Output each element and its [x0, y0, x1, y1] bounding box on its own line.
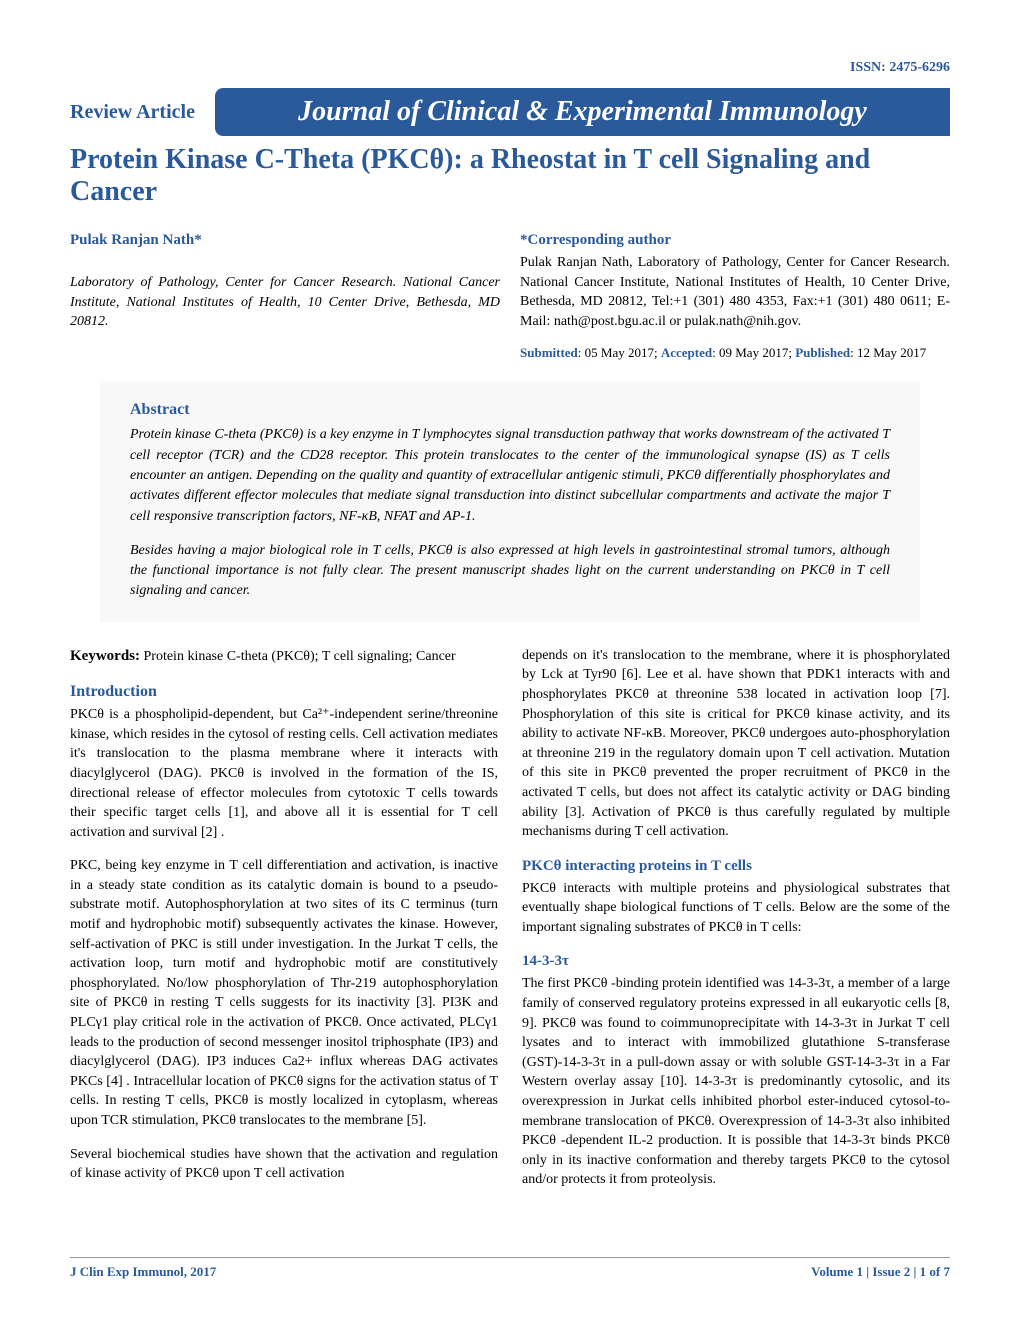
- footer-page: Volume 1 | Issue 2 | 1 of 7: [811, 1264, 950, 1280]
- page: ISSN: 2475-6296 Review Article Journal o…: [0, 0, 1020, 1320]
- protein-header: 14-3-3τ: [522, 951, 950, 972]
- left-column: Keywords: Protein kinase C-theta (PKCθ);…: [70, 646, 498, 1204]
- abstract-p1: Protein kinase C-theta (PKCθ) is a key e…: [130, 425, 890, 526]
- right-column: depends on it's translocation to the mem…: [522, 646, 950, 1204]
- footer: J Clin Exp Immunol, 2017 Volume 1 | Issu…: [70, 1257, 950, 1280]
- info-row: Pulak Ranjan Nath* Laboratory of Patholo…: [70, 232, 950, 361]
- corresponding-info: *Corresponding author Pulak Ranjan Nath,…: [520, 232, 950, 361]
- keywords: Keywords: Protein kinase C-theta (PKCθ);…: [70, 646, 498, 667]
- footer-journal: J Clin Exp Immunol, 2017: [70, 1264, 216, 1280]
- article-type: Review Article: [70, 88, 215, 136]
- intro-p3: Several biochemical studies have shown t…: [70, 1145, 498, 1184]
- header-row: Review Article Journal of Clinical & Exp…: [70, 88, 950, 136]
- accepted-label: Accepted: [661, 345, 712, 360]
- author-info: Pulak Ranjan Nath* Laboratory of Patholo…: [70, 232, 500, 361]
- publication-dates: Submitted: 05 May 2017; Accepted: 09 May…: [520, 345, 950, 361]
- col2-p1: depends on it's translocation to the mem…: [522, 646, 950, 842]
- abstract-header: Abstract: [130, 401, 890, 419]
- submitted-date: : 05 May 2017;: [578, 345, 661, 360]
- issn: ISSN: 2475-6296: [70, 60, 950, 76]
- intro-p2: PKC, being key enzyme in T cell differen…: [70, 856, 498, 1130]
- abstract-text: Protein kinase C-theta (PKCθ) is a key e…: [130, 425, 890, 601]
- accepted-date: : 09 May 2017;: [712, 345, 795, 360]
- corresponding-header: *Corresponding author: [520, 232, 950, 249]
- published-label: Published: [795, 345, 850, 360]
- body-columns: Keywords: Protein kinase C-theta (PKCθ);…: [70, 646, 950, 1204]
- published-date: : 12 May 2017: [850, 345, 926, 360]
- journal-banner: Journal of Clinical & Experimental Immun…: [215, 88, 950, 136]
- submitted-label: Submitted: [520, 345, 578, 360]
- keywords-text: Protein kinase C-theta (PKCθ); T cell si…: [140, 649, 456, 664]
- author-name: Pulak Ranjan Nath*: [70, 232, 500, 249]
- interacting-header: PKCθ interacting proteins in T cells: [522, 856, 950, 877]
- abstract-box: Abstract Protein kinase C-theta (PKCθ) i…: [100, 381, 920, 621]
- intro-p1: PKCθ is a phospholipid-dependent, but Ca…: [70, 705, 498, 842]
- corresponding-text: Pulak Ranjan Nath, Laboratory of Patholo…: [520, 253, 950, 331]
- abstract-p2: Besides having a major biological role i…: [130, 541, 890, 602]
- affiliation: Laboratory of Pathology, Center for Canc…: [70, 273, 500, 332]
- keywords-label: Keywords:: [70, 648, 140, 664]
- intro-header: Introduction: [70, 681, 498, 703]
- protein-text: The first PKCθ -binding protein identifi…: [522, 974, 950, 1190]
- interacting-text: PKCθ interacts with multiple proteins an…: [522, 879, 950, 938]
- article-title: Protein Kinase C-Theta (PKCθ): a Rheosta…: [70, 144, 950, 208]
